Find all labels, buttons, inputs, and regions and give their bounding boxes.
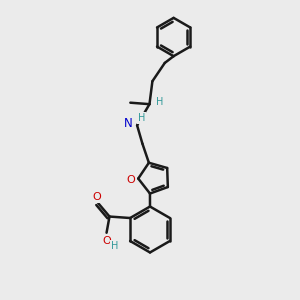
- Text: O: O: [127, 175, 135, 185]
- Text: O: O: [92, 192, 101, 202]
- Text: H: H: [156, 97, 164, 107]
- Text: H: H: [138, 113, 145, 123]
- Text: H: H: [111, 241, 118, 251]
- Text: O: O: [102, 236, 111, 246]
- Text: N: N: [124, 117, 133, 130]
